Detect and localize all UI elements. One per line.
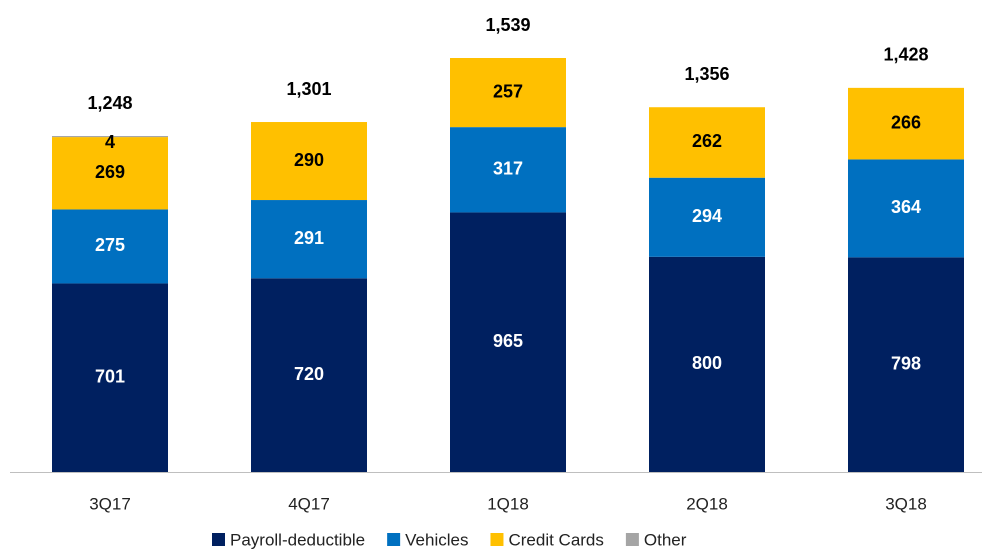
x-tick-label: 4Q17 bbox=[288, 494, 330, 513]
x-tick-label: 3Q17 bbox=[89, 494, 131, 513]
data-label: 701 bbox=[95, 366, 125, 386]
bar-segment bbox=[450, 212, 566, 472]
data-label: 266 bbox=[891, 112, 921, 132]
data-label: 798 bbox=[891, 353, 921, 373]
total-label: 1,301 bbox=[286, 79, 331, 99]
data-label: 269 bbox=[95, 162, 125, 182]
total-label: 1,539 bbox=[485, 15, 530, 35]
bar-segment bbox=[450, 127, 566, 213]
legend-swatch bbox=[212, 533, 225, 546]
data-label: 275 bbox=[95, 235, 125, 255]
data-label: 290 bbox=[294, 150, 324, 170]
x-tick-label: 2Q18 bbox=[686, 494, 728, 513]
data-label: 965 bbox=[493, 331, 523, 351]
data-label: 291 bbox=[294, 228, 324, 248]
total-label: 1,248 bbox=[87, 93, 132, 113]
data-label: 4 bbox=[105, 132, 115, 152]
bar-segment bbox=[52, 136, 168, 138]
bar-segment bbox=[848, 159, 964, 258]
bar-segment bbox=[251, 122, 367, 201]
legend-swatch bbox=[387, 533, 401, 546]
x-tick-label: 3Q18 bbox=[885, 494, 927, 513]
bar-segment bbox=[848, 257, 964, 472]
legend-label: Credit Cards bbox=[508, 530, 603, 549]
data-label: 317 bbox=[493, 159, 523, 179]
data-label: 364 bbox=[891, 197, 921, 217]
data-label: 257 bbox=[493, 81, 523, 101]
legend-label: Other bbox=[644, 530, 687, 549]
data-label: 262 bbox=[692, 131, 722, 151]
bar-segment bbox=[649, 107, 765, 178]
data-label: 720 bbox=[294, 364, 324, 384]
total-label: 1,356 bbox=[684, 64, 729, 84]
bar-segment bbox=[52, 137, 168, 210]
bar-segment bbox=[52, 283, 168, 472]
bar-segment bbox=[52, 209, 168, 284]
legend-swatch bbox=[490, 533, 504, 546]
total-label: 1,428 bbox=[883, 45, 928, 65]
bar-segment bbox=[251, 200, 367, 279]
data-label: 294 bbox=[692, 206, 722, 226]
bar-segment bbox=[251, 278, 367, 472]
bar-segment bbox=[649, 256, 765, 472]
bar-segment bbox=[848, 87, 964, 160]
x-tick-label: 1Q18 bbox=[487, 494, 529, 513]
data-label: 800 bbox=[692, 353, 722, 373]
legend-label: Payroll-deductible bbox=[230, 530, 365, 549]
legend-label: Vehicles bbox=[405, 530, 468, 549]
bar-segment bbox=[450, 58, 566, 128]
legend-swatch bbox=[625, 533, 639, 546]
bar-segment bbox=[649, 177, 765, 257]
